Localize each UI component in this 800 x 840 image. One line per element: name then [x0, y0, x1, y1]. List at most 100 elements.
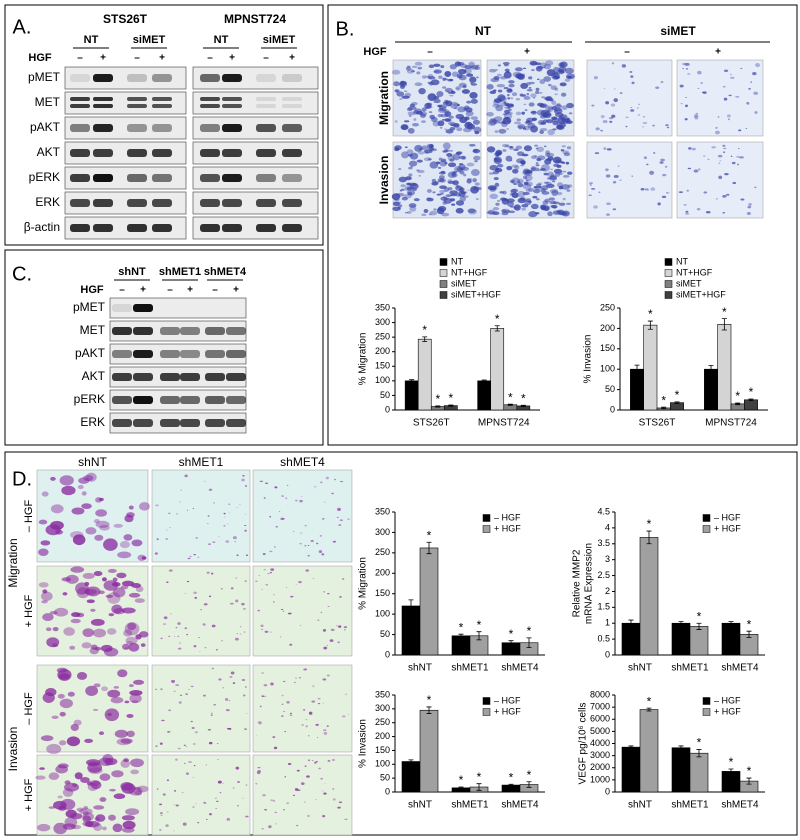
- cell: [450, 193, 457, 197]
- cell: [695, 112, 699, 115]
- cell: [533, 188, 541, 194]
- cell: [684, 118, 688, 121]
- cell: [124, 514, 134, 523]
- cell: [246, 713, 248, 714]
- error-bar: [408, 759, 414, 764]
- cell: [536, 183, 542, 187]
- cell: [565, 161, 570, 165]
- cell: [417, 66, 423, 70]
- blot-band: [133, 373, 153, 381]
- cell: [514, 165, 520, 170]
- cell: [312, 577, 315, 579]
- cell: [606, 202, 611, 205]
- cell: [80, 776, 90, 783]
- cell: [179, 501, 181, 503]
- cell: [475, 197, 479, 201]
- cell: [528, 76, 533, 80]
- cell: [81, 491, 87, 496]
- significance-mark: *: [749, 385, 754, 399]
- cell: [413, 109, 419, 115]
- cell: [473, 155, 481, 161]
- y-tick-label: 3.5: [597, 538, 610, 548]
- blot-band: [160, 327, 180, 335]
- cell: [92, 628, 107, 638]
- blot-strip: [192, 66, 319, 90]
- cell: [84, 581, 90, 586]
- cell: [155, 745, 158, 747]
- cell: [611, 114, 616, 118]
- cell: [38, 582, 49, 588]
- cell: [508, 109, 512, 111]
- cell: [281, 703, 284, 705]
- cell: [166, 581, 169, 584]
- cell: [408, 182, 418, 187]
- cell: [650, 187, 656, 191]
- cell: [200, 609, 202, 611]
- blot-band: [222, 97, 242, 101]
- cell: [598, 191, 601, 193]
- condition-label: + HGF: [23, 778, 35, 811]
- cell: [547, 156, 554, 161]
- y-tick-label: 50: [380, 773, 390, 783]
- cell: [416, 159, 423, 163]
- legend-swatch: [439, 280, 448, 288]
- legend-swatch: [664, 280, 673, 288]
- cell: [496, 200, 501, 202]
- cell: [550, 174, 554, 177]
- cell: [593, 205, 598, 209]
- cell: [621, 64, 627, 68]
- y-tick-label: 1000: [590, 774, 610, 784]
- cell: [567, 171, 573, 175]
- error-bar: [508, 783, 514, 787]
- cell: [284, 776, 287, 778]
- x-tick-label: STS26T: [639, 418, 676, 429]
- cell: [190, 720, 193, 723]
- group-label: siMET: [660, 24, 696, 38]
- cell: [746, 212, 751, 215]
- error-bar: [508, 640, 514, 646]
- cell: [273, 746, 278, 750]
- significance-mark: *: [697, 736, 702, 750]
- cell: [197, 822, 200, 824]
- cell: [285, 497, 288, 500]
- cell: [547, 211, 553, 217]
- blot-band: [256, 97, 276, 101]
- protein-label: pAKT: [75, 346, 106, 360]
- error-bar: [634, 364, 640, 374]
- cell: [446, 90, 450, 93]
- blot-band: [226, 327, 246, 335]
- significance-mark: *: [722, 305, 727, 319]
- cell: [441, 212, 450, 217]
- cell: [261, 695, 264, 698]
- micrograph: [151, 469, 251, 563]
- cell: [202, 623, 206, 626]
- cell: [241, 478, 245, 482]
- cell: [519, 94, 527, 97]
- y-tick-label: 300: [375, 317, 390, 327]
- cell: [463, 173, 467, 177]
- blot-band: [180, 373, 200, 381]
- cell: [602, 120, 608, 124]
- blot-band: [256, 104, 276, 108]
- cell: [613, 175, 619, 178]
- cell: [321, 553, 325, 556]
- cell: [323, 729, 327, 732]
- cell: [486, 111, 494, 117]
- cell: [173, 690, 176, 693]
- cell: [452, 103, 460, 107]
- y-tick-label: 150: [375, 745, 390, 755]
- blot-band: [70, 124, 90, 132]
- cell: [338, 524, 342, 526]
- cell: [535, 65, 543, 72]
- cell: [175, 804, 179, 807]
- cell: [736, 155, 740, 158]
- cell: [551, 205, 558, 209]
- legend-label: – HGF: [714, 695, 741, 705]
- cell: [160, 812, 163, 815]
- y-tick-label: 4: [605, 522, 610, 532]
- cell: [561, 161, 566, 164]
- cell: [504, 145, 510, 148]
- cell: [553, 107, 563, 115]
- cell: [283, 710, 285, 713]
